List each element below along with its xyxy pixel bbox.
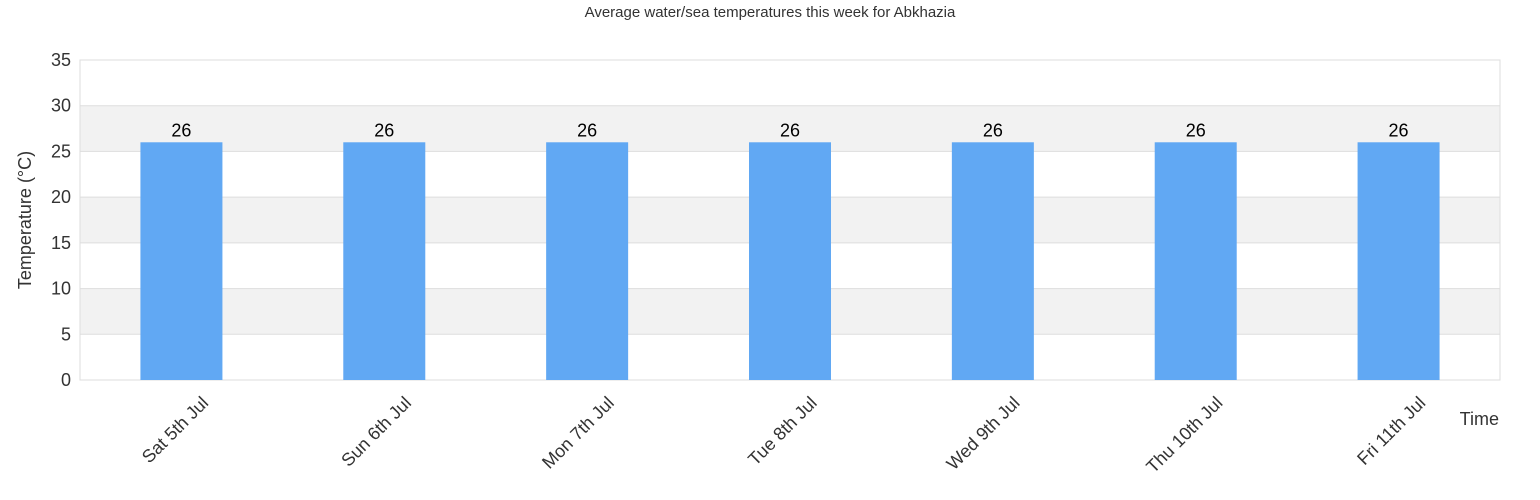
data-label: 26 xyxy=(577,120,597,140)
x-tick-label: Wed 9th Jul xyxy=(943,393,1024,474)
x-axis-label: Time xyxy=(1460,409,1499,429)
bar xyxy=(749,142,831,380)
bar xyxy=(1154,142,1237,380)
bar xyxy=(343,142,426,380)
chart-title: Average water/sea temperatures this week… xyxy=(585,4,956,21)
y-tick-label: 0 xyxy=(61,370,71,390)
data-label: 26 xyxy=(171,120,191,140)
y-tick-label: 35 xyxy=(51,50,71,70)
y-tick-label: 15 xyxy=(51,233,71,253)
y-tick-label: 10 xyxy=(51,279,71,299)
data-label: 26 xyxy=(1389,120,1409,140)
bars xyxy=(140,142,1440,380)
x-axis-ticks: Sat 5th Jul Sun 6th Jul Mon 7th Jul Tue 8th… xyxy=(138,393,1429,477)
y-axis-ticks: 0 5 10 15 20 25 30 35 xyxy=(51,50,71,390)
y-tick-label: 25 xyxy=(51,141,71,161)
x-tick-label: Sat 5th Jul xyxy=(138,393,212,467)
y-axis-label: Temperature (°C) xyxy=(15,151,35,289)
x-tick-label: Thu 10th Jul xyxy=(1142,393,1226,477)
data-label: 26 xyxy=(983,120,1003,140)
data-label: 26 xyxy=(780,120,800,140)
y-tick-label: 5 xyxy=(61,324,71,344)
x-tick-label: Sun 6th Jul xyxy=(337,393,415,471)
y-tick-label: 30 xyxy=(51,96,71,116)
bar xyxy=(951,142,1034,380)
bar xyxy=(1357,142,1440,380)
data-label: 26 xyxy=(1186,120,1206,140)
x-tick-label: Fri 11th Jul xyxy=(1353,393,1429,469)
data-label: 26 xyxy=(374,120,394,140)
bar xyxy=(546,142,629,380)
y-tick-label: 20 xyxy=(51,187,71,207)
data-labels: 26 26 26 26 26 26 26 xyxy=(171,120,1408,140)
bar xyxy=(140,142,223,380)
x-tick-label: Tue 8th Jul xyxy=(744,393,821,470)
x-tick-label: Mon 7th Jul xyxy=(538,393,618,473)
